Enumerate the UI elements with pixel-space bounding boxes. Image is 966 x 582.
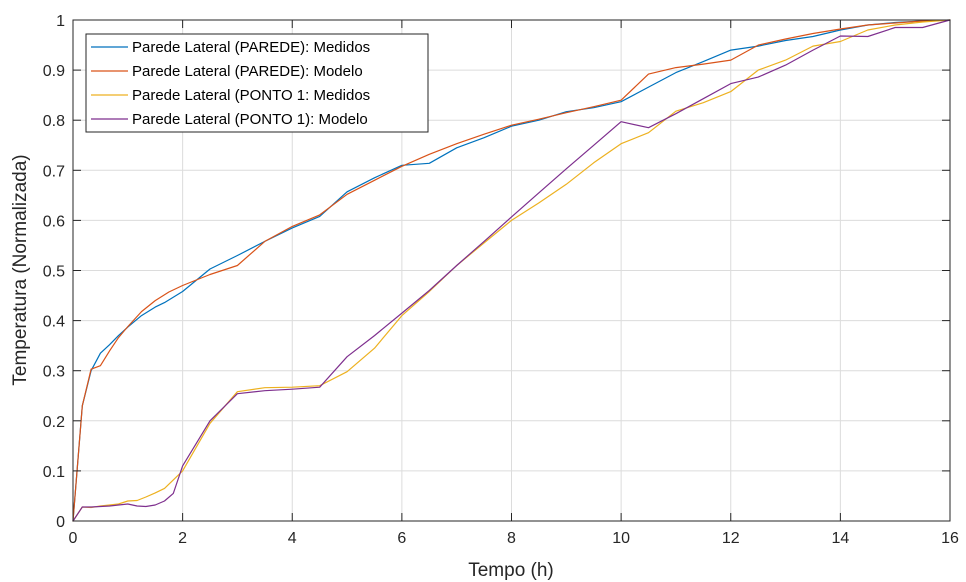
- legend-label: Parede Lateral (PAREDE): Modelo: [132, 63, 363, 80]
- x-tick-label: 16: [941, 530, 959, 547]
- y-tick-label: 0.8: [43, 113, 65, 130]
- legend: Parede Lateral (PAREDE): Medidos Parede L…: [85, 33, 429, 133]
- series-lines: [72, 19, 951, 522]
- legend-label: Parede Lateral (PONTO 1: Medidos: [132, 87, 370, 104]
- x-tick-label: 6: [397, 530, 406, 547]
- series-line-4: [72, 19, 951, 522]
- legend-box: [85, 33, 429, 133]
- y-axis-label: Temperatura (Normalizada): [10, 154, 31, 385]
- x-axis-label: Tempo (h): [468, 560, 554, 581]
- y-tick-label: 0: [56, 514, 65, 531]
- ticks: [72, 19, 951, 522]
- x-tick-label: 0: [69, 530, 78, 547]
- series-line-3: [72, 19, 951, 522]
- x-tick-label: 4: [288, 530, 297, 547]
- legend-label: Parede Lateral (PONTO 1): Modelo: [132, 111, 368, 128]
- x-tick-label: 8: [507, 530, 516, 547]
- y-tick-label: 0.3: [43, 364, 65, 381]
- legend-label: Parede Lateral (PAREDE): Medidos: [132, 39, 370, 56]
- y-tick-label: 1: [56, 13, 65, 30]
- x-tick-label: 2: [178, 530, 187, 547]
- series-line-2: [72, 19, 951, 522]
- y-tick-label: 0.4: [43, 314, 65, 331]
- y-tick-label: 0.5: [43, 264, 65, 281]
- y-tick-label: 0.6: [43, 213, 65, 230]
- y-tick-label: 0.9: [43, 63, 65, 80]
- x-tick-label: 10: [612, 530, 630, 547]
- y-tick-label: 0.7: [43, 163, 65, 180]
- y-tick-label: 0.2: [43, 414, 65, 431]
- tick-labels: 0 2 4 6 8 10 12 14 16 0 0.1 0.2 0.3 0.4 0.5 0.6 0.7 0.8 0.…: [43, 13, 959, 547]
- series-line-1: [72, 19, 951, 522]
- x-tick-label: 14: [831, 530, 849, 547]
- x-tick-label: 12: [722, 530, 740, 547]
- y-tick-label: 0.1: [43, 464, 65, 481]
